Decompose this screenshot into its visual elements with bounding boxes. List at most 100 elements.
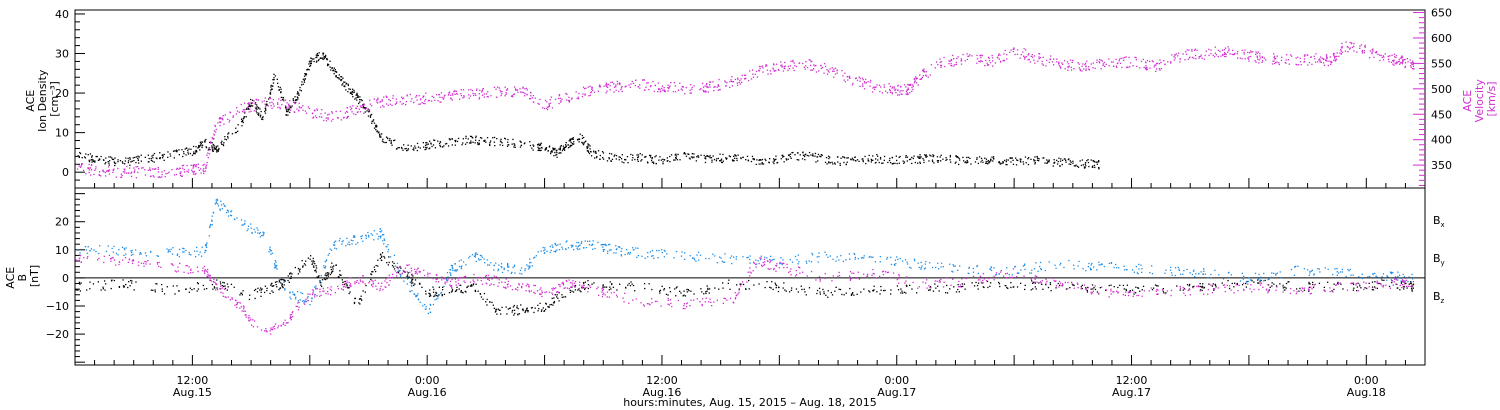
velocity-point xyxy=(1194,54,1197,57)
bx-point xyxy=(314,263,316,265)
by-point xyxy=(556,249,558,251)
bx-point xyxy=(611,283,613,285)
bx-point xyxy=(1253,281,1255,283)
by-point xyxy=(621,248,623,250)
by-point xyxy=(215,199,217,201)
velocity-point xyxy=(1296,64,1298,66)
bx-point xyxy=(880,289,882,291)
by-point xyxy=(1138,263,1140,266)
by-point xyxy=(380,235,382,237)
by-point xyxy=(587,240,589,242)
velocity-point xyxy=(679,82,681,84)
bx-point xyxy=(150,289,153,291)
velocity-point xyxy=(283,100,285,102)
density-point xyxy=(215,145,217,148)
bx-point xyxy=(1165,292,1167,294)
velocity-point xyxy=(566,93,568,95)
bx-point xyxy=(1162,290,1164,292)
velocity-point xyxy=(308,107,311,110)
velocity-point xyxy=(939,58,941,60)
velocity-point xyxy=(1401,63,1404,65)
density-point xyxy=(237,130,239,132)
density-point xyxy=(964,161,966,164)
velocity-tick-label: 400 xyxy=(1431,134,1452,147)
density-point xyxy=(824,161,827,163)
by-point xyxy=(368,236,370,238)
density-point xyxy=(218,147,220,150)
density-point xyxy=(309,60,311,62)
by-point xyxy=(1198,273,1200,275)
density-point xyxy=(722,153,724,156)
bx-point xyxy=(990,282,992,284)
density-point xyxy=(919,154,921,156)
density-point xyxy=(413,147,415,149)
velocity-point xyxy=(256,99,258,101)
density-point xyxy=(998,161,1000,163)
density-point xyxy=(987,163,989,165)
density-point xyxy=(416,149,418,152)
bx-point xyxy=(278,289,280,291)
bx-point xyxy=(608,289,610,291)
velocity-point xyxy=(1364,46,1366,48)
by-point xyxy=(250,227,252,229)
density-point xyxy=(212,146,214,148)
density-point xyxy=(175,149,178,151)
velocity-point xyxy=(782,70,785,72)
bx-point xyxy=(582,282,585,284)
by-point xyxy=(1101,263,1103,265)
density-point xyxy=(316,55,318,57)
velocity-point xyxy=(1397,61,1399,63)
velocity-point xyxy=(405,101,407,103)
velocity-point xyxy=(235,113,238,115)
velocity-point xyxy=(1020,54,1022,56)
density-point xyxy=(692,157,694,159)
density-point xyxy=(343,85,345,87)
by-point xyxy=(1177,266,1179,268)
velocity-point xyxy=(272,103,274,105)
velocity-point xyxy=(181,175,183,177)
bx-point xyxy=(816,289,819,292)
velocity-point xyxy=(112,169,114,171)
velocity-point xyxy=(1231,53,1233,56)
by-point xyxy=(1024,268,1026,271)
velocity-point xyxy=(1259,52,1261,55)
by-point xyxy=(455,270,457,272)
velocity-point xyxy=(775,70,777,72)
by-point xyxy=(1088,262,1090,265)
density-point xyxy=(282,99,285,101)
density-point xyxy=(340,76,342,78)
by-point xyxy=(797,263,799,265)
density-point xyxy=(272,82,275,84)
bx-point xyxy=(643,283,646,285)
by-point xyxy=(1258,273,1260,276)
bx-point xyxy=(1099,287,1101,289)
density-point xyxy=(227,137,229,139)
by-point xyxy=(1243,275,1245,277)
bx-point xyxy=(946,284,948,287)
velocity-point xyxy=(788,68,791,70)
velocity-point xyxy=(1393,64,1395,66)
date-tick-label: Aug.15 xyxy=(173,386,212,399)
by-point xyxy=(1280,277,1282,279)
bx-point xyxy=(782,287,784,289)
velocity-point xyxy=(244,108,246,111)
density-point xyxy=(1069,160,1071,162)
by-point xyxy=(825,254,828,256)
velocity-point xyxy=(352,105,354,107)
density-point xyxy=(127,160,130,162)
density-point xyxy=(319,57,321,59)
density-point xyxy=(454,141,457,143)
bx-point xyxy=(674,288,676,290)
velocity-point xyxy=(548,105,551,107)
density-point xyxy=(548,146,551,148)
velocity-point xyxy=(625,85,627,87)
velocity-point xyxy=(761,65,764,67)
density-point xyxy=(303,79,305,82)
velocity-point xyxy=(85,173,87,175)
velocity-point xyxy=(1401,56,1404,58)
density-point xyxy=(693,153,695,155)
bx-point xyxy=(482,298,484,300)
velocity-point xyxy=(314,115,317,117)
density-point xyxy=(696,156,698,158)
velocity-point xyxy=(588,95,590,97)
